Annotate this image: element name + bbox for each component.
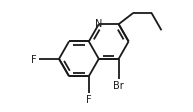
Text: N: N: [95, 19, 102, 29]
Text: F: F: [31, 54, 37, 64]
Text: F: F: [86, 94, 92, 104]
Text: Br: Br: [113, 81, 124, 90]
